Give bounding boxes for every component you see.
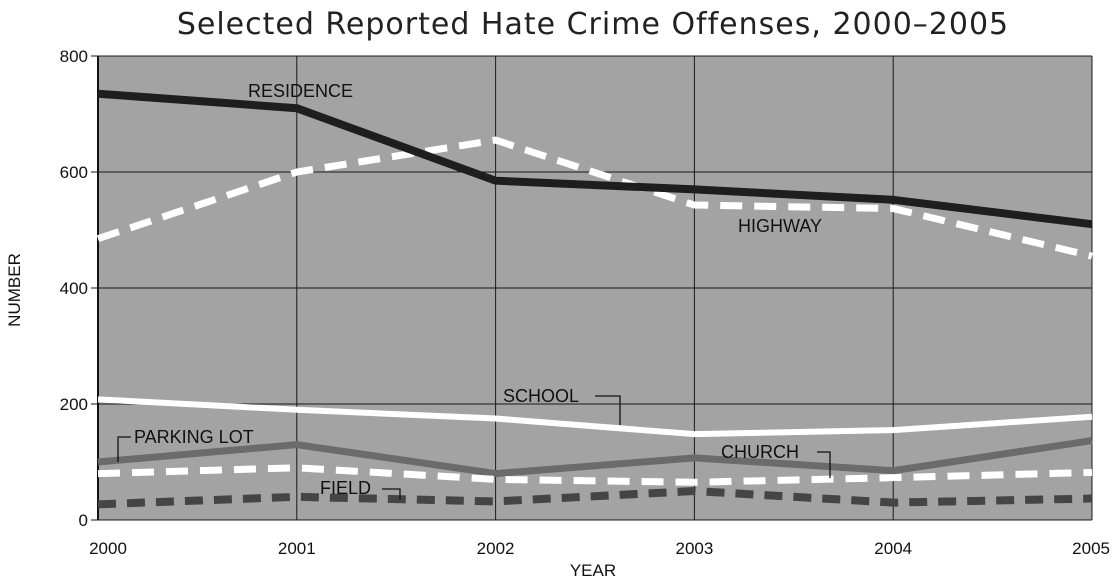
- series-label-church: CHURCH: [721, 442, 799, 462]
- y-tick-label: 800: [60, 47, 88, 66]
- series-line-highway: [96, 136, 1093, 260]
- series-label-highway: HIGHWAY: [738, 216, 822, 236]
- series-line-field: [97, 486, 1093, 509]
- x-tick-label: 2002: [477, 539, 515, 558]
- x-tick-label: 2001: [278, 539, 316, 558]
- x-tick-label: 2003: [675, 539, 713, 558]
- x-tick-label: 2000: [89, 539, 127, 558]
- series-line-parking-lot: [97, 437, 1093, 478]
- axis-ticks: 0 200 400 600 800 2000 2001 2002 2003 2004 2005: [60, 47, 1110, 558]
- series-labels: RESIDENCE HIGHWAY SCHOOL PARKING LOT CHURCH F…: [117, 81, 831, 500]
- series-line-school: [97, 396, 1093, 438]
- series-label-parking-lot: PARKING LOT: [134, 427, 254, 447]
- series-label-field: FIELD: [320, 478, 371, 498]
- chart-title: Selected Reported Hate Crime Offenses, 2…: [177, 7, 1009, 42]
- x-tick-label: 2004: [874, 539, 912, 558]
- leader-line-field: [382, 488, 401, 500]
- y-axis-label: NUMBER: [5, 253, 24, 327]
- y-tick-label: 600: [60, 163, 88, 182]
- leader-line-parking-lot: [117, 436, 131, 462]
- leader-line-school: [595, 395, 621, 425]
- y-tick-label: 400: [60, 279, 88, 298]
- series-label-school: SCHOOL: [503, 386, 579, 406]
- series-lines: [96, 89, 1093, 509]
- x-tick-label: 2005: [1072, 539, 1110, 558]
- y-tick-label: 0: [79, 511, 88, 530]
- leader-line-church: [817, 451, 831, 478]
- series-line-residence: [97, 89, 1093, 229]
- x-axis-label: YEAR: [570, 561, 616, 580]
- series-label-residence: RESIDENCE: [248, 81, 353, 101]
- y-tick-label: 200: [60, 395, 88, 414]
- series-line-church: [97, 464, 1093, 486]
